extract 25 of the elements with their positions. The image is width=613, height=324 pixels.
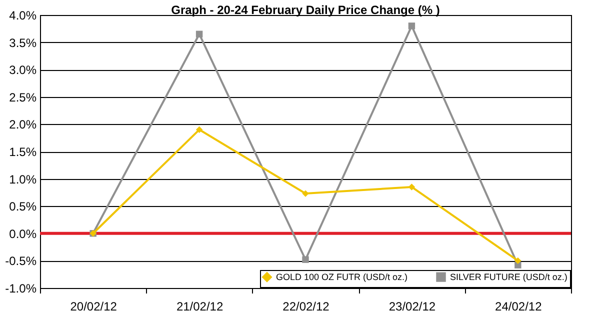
y-tick-label: 4.0%: [9, 8, 37, 22]
legend-label: SILVER FUTURE (USD/t oz.): [450, 272, 568, 282]
y-tick-label: 1.5%: [9, 145, 37, 159]
point: [408, 22, 416, 30]
y-tick-label: 3.0%: [9, 63, 37, 78]
y-tick-label: 0.5%: [9, 200, 37, 214]
legend-label: GOLD 100 OZ FUTR (USD/t oz.): [276, 272, 408, 282]
x-tick-label: 21/02/12: [176, 300, 224, 314]
point: [196, 30, 203, 38]
y-tick-label: -1.0%: [5, 282, 37, 296]
point: [514, 257, 522, 264]
x-tick-label: 20/02/12: [70, 300, 118, 314]
y-tick-label: 0.0%: [9, 226, 37, 241]
point: [302, 190, 309, 197]
y-tick-label: 2.5%: [9, 90, 37, 104]
y-tick-label: 3.5%: [9, 36, 37, 50]
x-tick-label: 22/02/12: [282, 300, 330, 314]
y-tick-label: 2.0%: [9, 118, 37, 132]
x-tick-label: 24/02/12: [495, 300, 542, 314]
x-tick-label: 23/02/12: [388, 300, 436, 314]
point: [302, 256, 309, 263]
y-tick-label: -0.5%: [5, 254, 37, 268]
point: [196, 126, 203, 134]
y-tick-label: 1.0%: [9, 172, 37, 186]
point: [408, 184, 416, 190]
